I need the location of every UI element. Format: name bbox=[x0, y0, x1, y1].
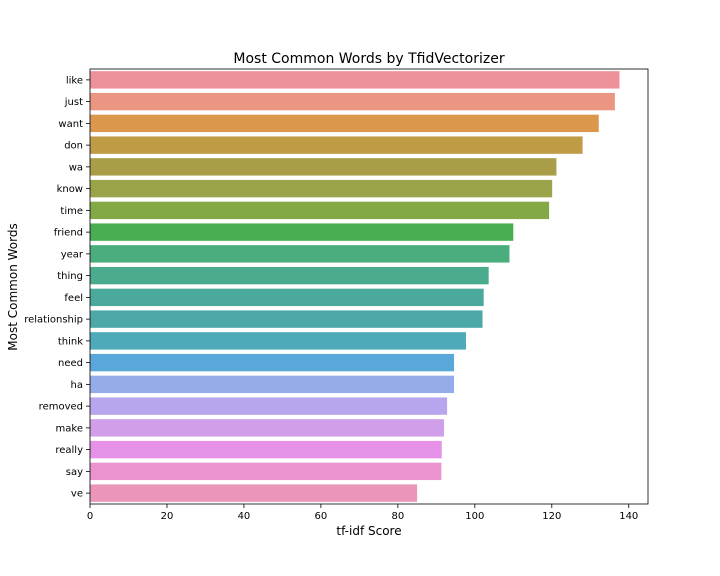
y-tick-label: just bbox=[64, 97, 83, 108]
bar-need bbox=[90, 353, 455, 372]
x-tick-label: 0 bbox=[87, 511, 93, 522]
y-tick-label: think bbox=[58, 336, 83, 347]
bar-like bbox=[90, 71, 620, 89]
y-tick-label: friend bbox=[54, 228, 83, 239]
bar-just bbox=[90, 92, 615, 111]
bar-think bbox=[90, 332, 466, 350]
y-tick-label: feel bbox=[64, 293, 83, 304]
bar-time bbox=[90, 201, 550, 220]
y-tick-label: really bbox=[55, 445, 83, 456]
x-tick-label: 80 bbox=[391, 511, 404, 522]
y-axis-ticks: like just want don wa know time friend year thing… bbox=[24, 75, 90, 500]
y-tick-label: need bbox=[58, 358, 83, 369]
chart-title: Most Common Words by TfidVectorizer bbox=[233, 51, 504, 67]
y-tick-label: don bbox=[64, 141, 83, 152]
y-tick-label: relationship bbox=[24, 315, 83, 326]
y-tick-label: make bbox=[56, 423, 83, 434]
bar-ha bbox=[90, 375, 455, 394]
x-axis-label: tf-idf Score bbox=[336, 524, 401, 538]
x-tick-label: 100 bbox=[465, 511, 484, 522]
plot-frame bbox=[89, 68, 649, 505]
y-tick-label: wa bbox=[69, 162, 83, 173]
y-tick-label: say bbox=[66, 467, 83, 478]
y-tick-label: thing bbox=[57, 271, 83, 282]
y-tick-label: want bbox=[58, 119, 83, 130]
bar-want bbox=[90, 114, 599, 133]
y-tick-label: removed bbox=[39, 402, 83, 413]
bar-ve bbox=[90, 484, 418, 502]
bar-say bbox=[90, 462, 442, 481]
x-axis-ticks: 0 20 40 60 80 100 120 140 bbox=[87, 504, 638, 522]
y-tick-label: like bbox=[66, 75, 83, 86]
bar-make bbox=[90, 419, 445, 437]
bar-removed bbox=[90, 397, 448, 415]
y-tick-label: ve bbox=[71, 489, 83, 500]
y-tick-label: time bbox=[60, 206, 83, 217]
y-tick-label: know bbox=[57, 184, 83, 195]
bar-friend bbox=[90, 223, 514, 241]
bar-feel bbox=[90, 288, 484, 307]
y-axis-label: Most Common Words bbox=[6, 223, 20, 350]
bar-relationship bbox=[90, 310, 483, 328]
x-tick-label: 140 bbox=[619, 511, 638, 522]
bar-don bbox=[90, 136, 583, 154]
bar-year bbox=[90, 245, 510, 263]
x-tick-label: 20 bbox=[161, 511, 174, 522]
y-tick-label: ha bbox=[71, 380, 83, 391]
x-tick-label: 120 bbox=[542, 511, 561, 522]
bar-know bbox=[90, 179, 553, 198]
x-tick-label: 60 bbox=[315, 511, 328, 522]
bars-group bbox=[90, 71, 620, 502]
bar-thing bbox=[90, 266, 489, 285]
x-tick-label: 40 bbox=[238, 511, 251, 522]
y-tick-label: year bbox=[61, 249, 84, 260]
bar-wa bbox=[90, 158, 557, 176]
bar-really bbox=[90, 440, 442, 459]
